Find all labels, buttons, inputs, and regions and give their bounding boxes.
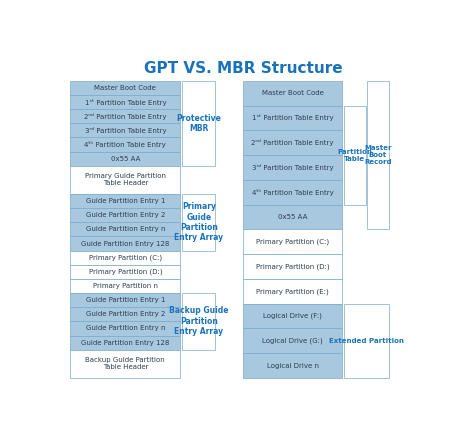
Text: Master
Boot
Record: Master Boot Record — [364, 145, 392, 165]
FancyBboxPatch shape — [243, 279, 342, 304]
Text: 1ˢᵗ Partition Table Entry: 1ˢᵗ Partition Table Entry — [84, 99, 166, 106]
FancyBboxPatch shape — [243, 81, 342, 106]
FancyBboxPatch shape — [70, 194, 181, 208]
Text: Guide Partition Entry 1: Guide Partition Entry 1 — [86, 297, 165, 303]
FancyBboxPatch shape — [70, 236, 181, 251]
Text: 4ᵗʰ Partition Table Entry: 4ᵗʰ Partition Table Entry — [84, 141, 166, 148]
Text: 1ˢᵗ Partition Table Entry: 1ˢᵗ Partition Table Entry — [252, 115, 333, 122]
Text: Primary Guide Partition
Table Header: Primary Guide Partition Table Header — [85, 174, 166, 187]
Text: Primary Partition (D:): Primary Partition (D:) — [89, 269, 162, 275]
FancyBboxPatch shape — [182, 194, 215, 251]
FancyBboxPatch shape — [243, 254, 342, 279]
FancyBboxPatch shape — [70, 350, 181, 378]
Text: 0x55 AA: 0x55 AA — [111, 156, 140, 162]
Text: 3ʳᵈ Partition Table Entry: 3ʳᵈ Partition Table Entry — [84, 127, 166, 134]
FancyBboxPatch shape — [70, 152, 181, 166]
Text: Primary Partition (C:): Primary Partition (C:) — [89, 255, 162, 261]
Text: Primary Partition n: Primary Partition n — [93, 283, 158, 289]
FancyBboxPatch shape — [344, 304, 389, 378]
FancyBboxPatch shape — [70, 265, 181, 279]
FancyBboxPatch shape — [70, 81, 181, 95]
FancyBboxPatch shape — [70, 222, 181, 236]
Text: GPT VS. MBR Structure: GPT VS. MBR Structure — [144, 61, 342, 76]
FancyBboxPatch shape — [70, 208, 181, 222]
FancyBboxPatch shape — [70, 279, 181, 293]
FancyBboxPatch shape — [70, 95, 181, 109]
Text: 2ⁿᵈ Partition Table Entry: 2ⁿᵈ Partition Table Entry — [84, 113, 167, 120]
Text: Partition
Table: Partition Table — [337, 149, 372, 162]
FancyBboxPatch shape — [243, 106, 342, 130]
FancyBboxPatch shape — [70, 251, 181, 265]
Text: Master Boot Code: Master Boot Code — [94, 85, 156, 91]
Text: Primary Partition (E:): Primary Partition (E:) — [256, 288, 329, 295]
FancyBboxPatch shape — [344, 106, 365, 204]
FancyBboxPatch shape — [367, 81, 389, 229]
Text: Primary Partition (C:): Primary Partition (C:) — [256, 238, 329, 245]
Text: Primary Partition (D:): Primary Partition (D:) — [255, 263, 329, 270]
FancyBboxPatch shape — [243, 328, 342, 353]
FancyBboxPatch shape — [243, 204, 342, 229]
Text: Logical Drive (G:): Logical Drive (G:) — [262, 337, 323, 344]
FancyBboxPatch shape — [182, 81, 215, 166]
FancyBboxPatch shape — [70, 307, 181, 321]
Text: Logical Drive n: Logical Drive n — [266, 363, 319, 368]
Text: Guide Partition Entry 128: Guide Partition Entry 128 — [81, 340, 170, 346]
Text: 3ʳᵈ Partition Table Entry: 3ʳᵈ Partition Table Entry — [252, 164, 333, 171]
Text: Logical Drive (F:): Logical Drive (F:) — [263, 313, 322, 319]
FancyBboxPatch shape — [70, 137, 181, 152]
FancyBboxPatch shape — [182, 293, 215, 350]
Text: Guide Partition Entry n: Guide Partition Entry n — [86, 226, 165, 232]
FancyBboxPatch shape — [70, 123, 181, 137]
Text: Protective
MBR: Protective MBR — [176, 114, 221, 133]
Text: Primary
Guide
Partition
Entry Array: Primary Guide Partition Entry Array — [174, 202, 223, 242]
Text: Guide Partition Entry 1: Guide Partition Entry 1 — [86, 198, 165, 204]
FancyBboxPatch shape — [70, 109, 181, 123]
Text: Guide Partition Entry 2: Guide Partition Entry 2 — [86, 212, 165, 218]
Text: 2ⁿᵈ Partition Table Entry: 2ⁿᵈ Partition Table Entry — [251, 139, 334, 146]
Text: Guide Partition Entry 2: Guide Partition Entry 2 — [86, 311, 165, 317]
Text: Master Boot Code: Master Boot Code — [262, 90, 323, 96]
FancyBboxPatch shape — [243, 180, 342, 204]
FancyBboxPatch shape — [70, 293, 181, 307]
FancyBboxPatch shape — [243, 130, 342, 155]
FancyBboxPatch shape — [70, 336, 181, 350]
Text: Backup Guide Partition
Table Header: Backup Guide Partition Table Header — [85, 358, 165, 370]
FancyBboxPatch shape — [70, 166, 181, 194]
FancyBboxPatch shape — [243, 304, 342, 328]
Text: Guide Partition Entry 128: Guide Partition Entry 128 — [81, 241, 170, 247]
Text: 4ᵗʰ Partition Table Entry: 4ᵗʰ Partition Table Entry — [252, 189, 333, 196]
FancyBboxPatch shape — [70, 321, 181, 336]
Text: Backup Guide
Partition
Entry Array: Backup Guide Partition Entry Array — [169, 307, 228, 336]
Text: Extended Partition: Extended Partition — [329, 338, 403, 344]
FancyBboxPatch shape — [243, 229, 342, 254]
FancyBboxPatch shape — [243, 155, 342, 180]
FancyBboxPatch shape — [243, 353, 342, 378]
Text: Guide Partition Entry n: Guide Partition Entry n — [86, 325, 165, 331]
Text: 0x55 AA: 0x55 AA — [278, 214, 307, 220]
